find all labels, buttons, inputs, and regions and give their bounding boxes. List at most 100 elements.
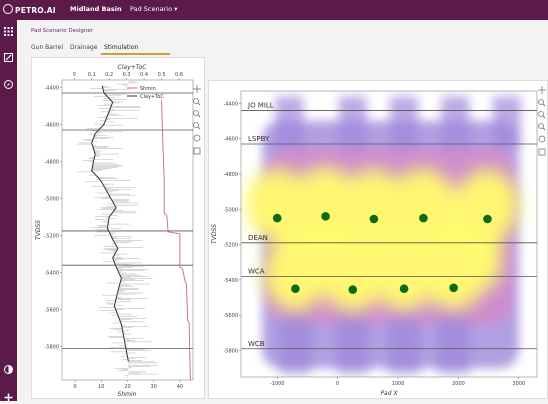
y-tick-label: -4600: [44, 122, 59, 128]
y-tick-label: -5800: [44, 345, 59, 351]
x-tick-label: 2000: [452, 381, 465, 387]
formation-top-lines: JO MILL LSPBY DEAN WCA WCB: [241, 101, 537, 350]
well-markers: [272, 212, 492, 294]
zoom-out-icon[interactable]: [193, 122, 201, 130]
y-tick-label: -5200: [223, 243, 238, 249]
logo-text: PETRO.AI: [15, 6, 56, 15]
x-tick-label: 0: [74, 384, 77, 390]
y-tick-label: -5600: [223, 313, 238, 319]
reset-icon[interactable]: [193, 134, 201, 142]
x-tick-label: 10: [98, 384, 104, 390]
zoom-in-icon[interactable]: [193, 110, 201, 118]
clay-toc-series: [91, 85, 129, 362]
log-plot-panel: Clay+ToC 0 0.1 0.2 0.3 0.4 0.5 0.6 -4400 -4600-…: [31, 57, 205, 399]
x2-tick-label: 0.2: [105, 72, 113, 78]
x-tick-label: 0: [336, 381, 339, 387]
y-tick-label: -4800: [44, 159, 59, 165]
save-icon[interactable]: [538, 148, 546, 156]
y-tick-label: -5600: [44, 308, 59, 314]
well-marker[interactable]: [369, 214, 379, 224]
well-marker[interactable]: [272, 213, 282, 223]
edit-icon[interactable]: [4, 53, 13, 62]
formation-label: LSPBY: [248, 135, 270, 143]
y-tick-label: -5000: [223, 207, 238, 213]
log-toolbar: [193, 85, 201, 155]
tab-gun-barrel[interactable]: Gun Barrel: [31, 44, 64, 51]
tab-stimulation[interactable]: Stimulation: [104, 44, 139, 51]
contrast-icon[interactable]: [4, 365, 13, 374]
tab-drainage[interactable]: Drainage: [70, 44, 98, 51]
y-tick-label: -4800: [223, 172, 238, 178]
shmin-series: [161, 100, 191, 381]
legend-shmin-label: Shmin: [140, 86, 156, 92]
zoom-icon[interactable]: [193, 98, 201, 106]
pan-icon[interactable]: [193, 85, 201, 93]
breadcrumb: Pad Scenario Designer: [31, 28, 93, 34]
basin-selector[interactable]: Midland Basin: [70, 5, 122, 13]
x2-tick-label: 0.1: [88, 72, 96, 78]
x2-tick-label: 0.5: [158, 72, 166, 78]
pan-icon[interactable]: [538, 86, 546, 94]
stimulation-heatmap: [245, 96, 521, 374]
x-tick-label: -1000: [270, 381, 285, 387]
x-axis-ticks: -1000 0 1000 2000 3000: [270, 377, 525, 387]
well-marker[interactable]: [348, 285, 358, 294]
formation-label: WCA: [248, 267, 265, 275]
y-axis-title: TVDSS: [211, 224, 218, 244]
pad-plot-frame: [240, 90, 538, 378]
scenario-label: Pad Scenario: [130, 5, 173, 13]
log-plot[interactable]: Clay+ToC 0 0.1 0.2 0.3 0.4 0.5 0.6 -4400-4600-…: [32, 58, 204, 398]
well-marker[interactable]: [399, 284, 409, 294]
y-tick-label: -5200: [44, 234, 59, 240]
well-marker[interactable]: [419, 213, 428, 223]
well-marker[interactable]: [449, 283, 458, 293]
top-axis-title: Clay+ToC: [118, 64, 148, 71]
y-tick-label: -5000: [44, 197, 59, 203]
x-tick-label: 20: [124, 384, 130, 390]
pad-plot-panel: JO MILL LSPBY DEAN WCA WCB -4400 -4600 -4800 -5…: [208, 80, 548, 399]
x2-tick-label: 0.4: [140, 72, 148, 78]
pad-toolbar: [538, 86, 546, 156]
top-axis-ticks: 0 0.1 0.2 0.3 0.4 0.5 0.6: [73, 72, 183, 80]
grid-icon[interactable]: [4, 27, 13, 36]
y-tick-label: -5800: [223, 349, 238, 355]
formation-label: JO MILL: [247, 101, 274, 109]
y-tick-label: -4400: [44, 85, 59, 91]
x-tick-label: 3000: [513, 381, 526, 387]
plus-icon[interactable]: [4, 393, 13, 402]
top-bar: PETRO.AI Midland Basin Pad Scenario ▾: [0, 0, 548, 20]
y-tick-label: -4600: [223, 137, 238, 143]
y-axis-ticks: -4400 -4600 -4800 -5000 -5200 -5400 -5600 -5800: [44, 85, 62, 351]
active-tab-underline: [101, 53, 170, 55]
scenario-selector[interactable]: Pad Scenario ▾: [130, 5, 177, 13]
save-icon[interactable]: [193, 147, 201, 155]
legend: Shmin Clay+ToC: [127, 86, 164, 100]
zoom-icon[interactable]: [538, 99, 546, 107]
app-logo[interactable]: PETRO.AI: [3, 4, 56, 15]
zoom-in-icon[interactable]: [538, 111, 546, 119]
x-tick-label: 1000: [392, 381, 405, 387]
sidebar: [0, 20, 17, 402]
bottom-axis-ticks: 0 10 20 30 40: [74, 380, 183, 390]
logo-icon: [3, 4, 13, 14]
y-tick-label: -5400: [223, 278, 238, 284]
well-marker[interactable]: [321, 212, 330, 221]
chevron-down-icon: ▾: [174, 5, 178, 13]
legend-clay-label: Clay+ToC: [140, 94, 164, 100]
x-tick-label: 30: [151, 384, 157, 390]
well-marker[interactable]: [291, 284, 300, 294]
pad-plot[interactable]: JO MILL LSPBY DEAN WCA WCB -4400 -4600 -4800 -5…: [209, 81, 547, 398]
y-axis-title: TVDSS: [35, 220, 42, 240]
compass-icon[interactable]: [4, 80, 13, 89]
y-tick-label: -5400: [44, 271, 59, 277]
y-axis-ticks: -4400 -4600 -4800 -5000 -5200 -5400 -5600 -5800: [223, 101, 241, 355]
zoom-out-icon[interactable]: [538, 123, 546, 131]
x2-tick-label: 0: [73, 72, 76, 78]
reset-icon[interactable]: [538, 135, 546, 143]
formation-top-lines: [62, 92, 193, 349]
log-plot-frame: [61, 79, 194, 381]
formation-label: DEAN: [248, 234, 268, 242]
x-axis-title: Pad X: [380, 390, 398, 397]
log-noise-trace: [76, 81, 159, 378]
well-marker[interactable]: [483, 214, 492, 224]
